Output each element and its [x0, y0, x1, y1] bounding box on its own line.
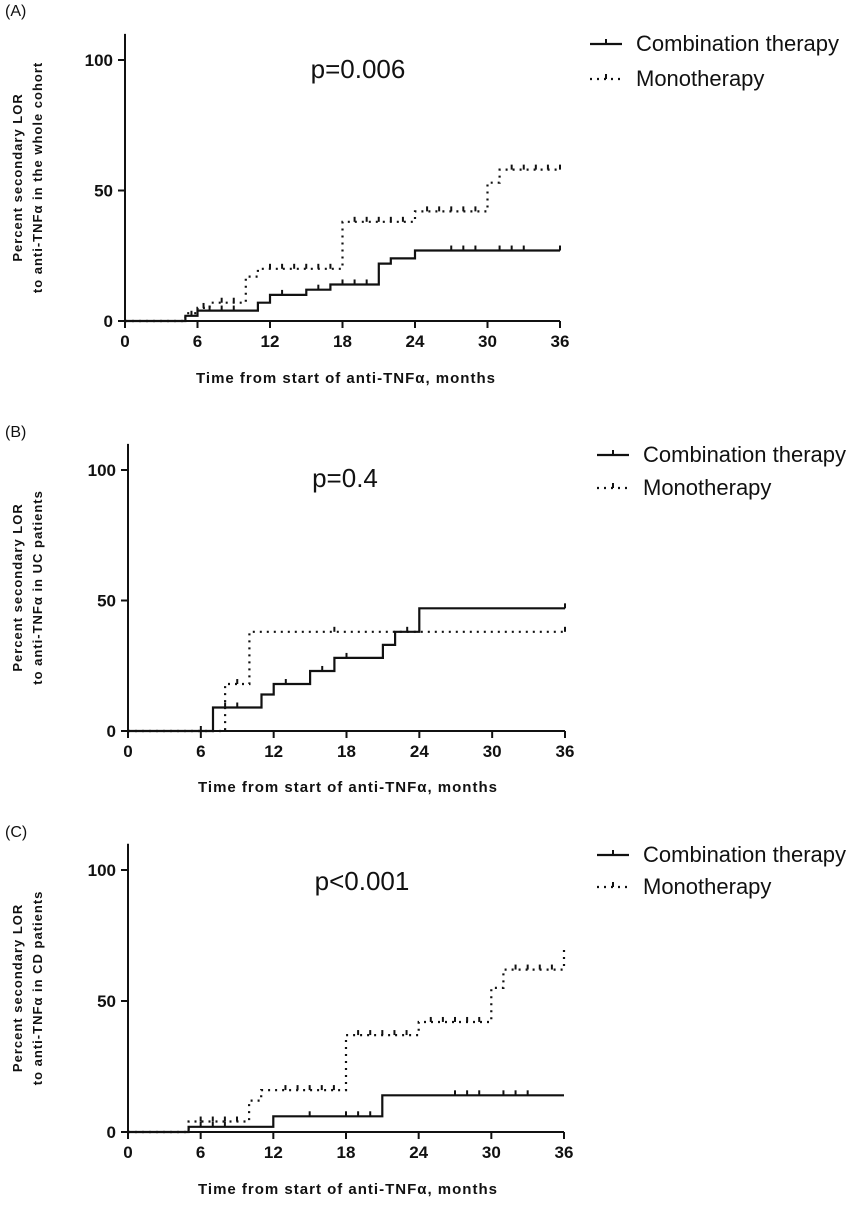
x-axis-label: Time from start of anti-TNFα, months [198, 1181, 498, 1198]
y-tick-label: 0 [104, 312, 113, 331]
series-line-combination [128, 1094, 564, 1134]
y-axis-label-line1: Percent secondary LOR [10, 904, 25, 1072]
x-tick-label: 36 [551, 332, 570, 351]
legend-label: Combination therapy [643, 842, 846, 867]
y-tick-label: 100 [85, 51, 113, 70]
p-value-annotation: p=0.006 [311, 54, 406, 84]
y-tick-label: 0 [107, 1123, 116, 1142]
x-tick-label: 6 [193, 332, 202, 351]
legend-label: Combination therapy [643, 442, 846, 467]
y-axis-label-line1: Percent secondary LOR [10, 503, 25, 671]
x-tick-label: 12 [264, 1143, 283, 1162]
legend-label: Monotherapy [636, 66, 764, 91]
series-line-monotherapy [125, 168, 560, 323]
series-line-monotherapy [128, 948, 566, 1134]
series-line-combination [128, 607, 565, 733]
x-tick-label: 36 [556, 742, 575, 761]
panel-label: (B) [5, 424, 26, 441]
x-tick-label: 24 [406, 332, 425, 351]
x-tick-label: 0 [120, 332, 129, 351]
x-tick-label: 6 [196, 742, 205, 761]
panel-label: (C) [5, 824, 27, 841]
x-tick-label: 12 [264, 742, 283, 761]
x-tick-label: 0 [123, 742, 132, 761]
y-tick-label: 100 [88, 461, 116, 480]
x-tick-label: 30 [482, 1143, 501, 1162]
y-tick-label: 100 [88, 861, 116, 880]
panel-label: (A) [5, 3, 26, 20]
y-axis-label-line2: to anti-TNFα in the whole cohort [30, 62, 45, 293]
series-line-combination [125, 249, 560, 323]
y-tick-label: 50 [97, 992, 116, 1011]
x-tick-label: 18 [333, 332, 352, 351]
x-tick-label: 24 [409, 1143, 428, 1162]
legend-label: Monotherapy [643, 475, 771, 500]
x-axis-label: Time from start of anti-TNFα, months [198, 779, 498, 796]
y-axis-label-line1: Percent secondary LOR [10, 93, 25, 261]
x-tick-label: 30 [483, 742, 502, 761]
x-tick-label: 18 [337, 742, 356, 761]
x-tick-label: 18 [337, 1143, 356, 1162]
x-axis-label: Time from start of anti-TNFα, months [196, 370, 496, 387]
x-tick-label: 6 [196, 1143, 205, 1162]
series-line-monotherapy [128, 630, 565, 733]
p-value-annotation: p=0.4 [312, 463, 378, 493]
y-tick-label: 0 [107, 722, 116, 741]
p-value-annotation: p<0.001 [315, 866, 410, 896]
legend-label: Combination therapy [636, 31, 839, 56]
x-tick-label: 36 [555, 1143, 574, 1162]
x-tick-label: 24 [410, 742, 429, 761]
x-tick-label: 30 [478, 332, 497, 351]
x-tick-label: 0 [123, 1143, 132, 1162]
legend-label: Monotherapy [643, 874, 771, 899]
y-tick-label: 50 [94, 182, 113, 201]
y-axis-label-line2: to anti-TNFα in UC patients [30, 490, 45, 685]
y-tick-label: 50 [97, 592, 116, 611]
y-axis-label-line2: to anti-TNFα in CD patients [30, 891, 45, 1086]
x-tick-label: 12 [261, 332, 280, 351]
